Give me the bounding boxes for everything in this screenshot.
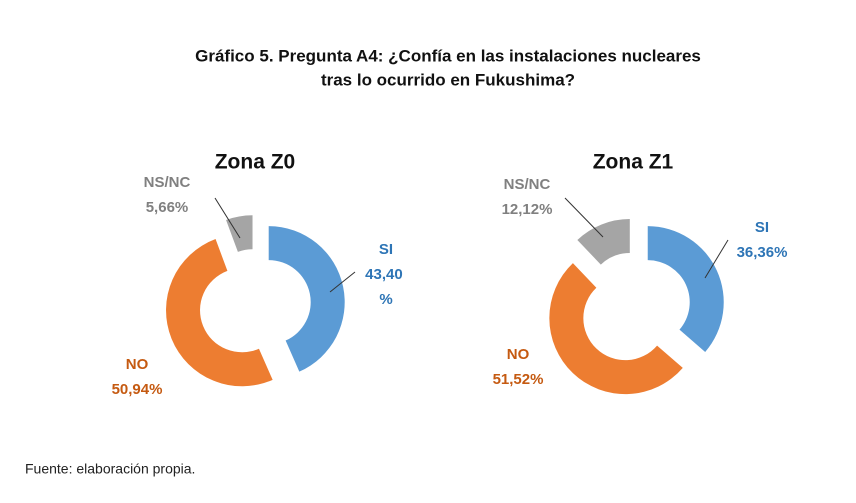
value-label: 51,52% xyxy=(493,371,544,388)
title-line: Gráfico 5. Pregunta A4: ¿Confía en las i… xyxy=(195,46,701,65)
category-label: SI xyxy=(379,241,393,258)
donut-slice xyxy=(268,226,345,372)
value-label: 5,66% xyxy=(146,199,189,216)
category-label: NO xyxy=(507,346,530,363)
leader-line xyxy=(329,271,356,293)
leader-line xyxy=(704,239,729,279)
category-label: NO xyxy=(126,356,149,373)
title-line: tras lo ocurrido en Fukushima? xyxy=(321,70,575,89)
chart-title: Zona Z0 xyxy=(215,151,296,174)
value-label: 50,94% xyxy=(112,381,163,398)
donut-slice xyxy=(166,239,273,387)
donut-slice xyxy=(549,263,683,395)
chart-title: Zona Z1 xyxy=(593,151,674,174)
leader-line xyxy=(214,197,241,239)
value-label: 12,12% xyxy=(502,201,553,218)
donut-slice xyxy=(226,215,253,252)
donut-slice xyxy=(577,219,630,265)
leader-line xyxy=(564,197,604,238)
category-label: SI xyxy=(755,219,769,236)
value-label: 36,36% xyxy=(737,244,788,261)
donut-slice xyxy=(647,226,724,352)
source-note: Fuente: elaboración propia. xyxy=(25,461,195,477)
category-label: NS/NC xyxy=(144,174,191,191)
category-label: NS/NC xyxy=(504,176,551,193)
value-label: 43,40 % xyxy=(365,266,407,308)
